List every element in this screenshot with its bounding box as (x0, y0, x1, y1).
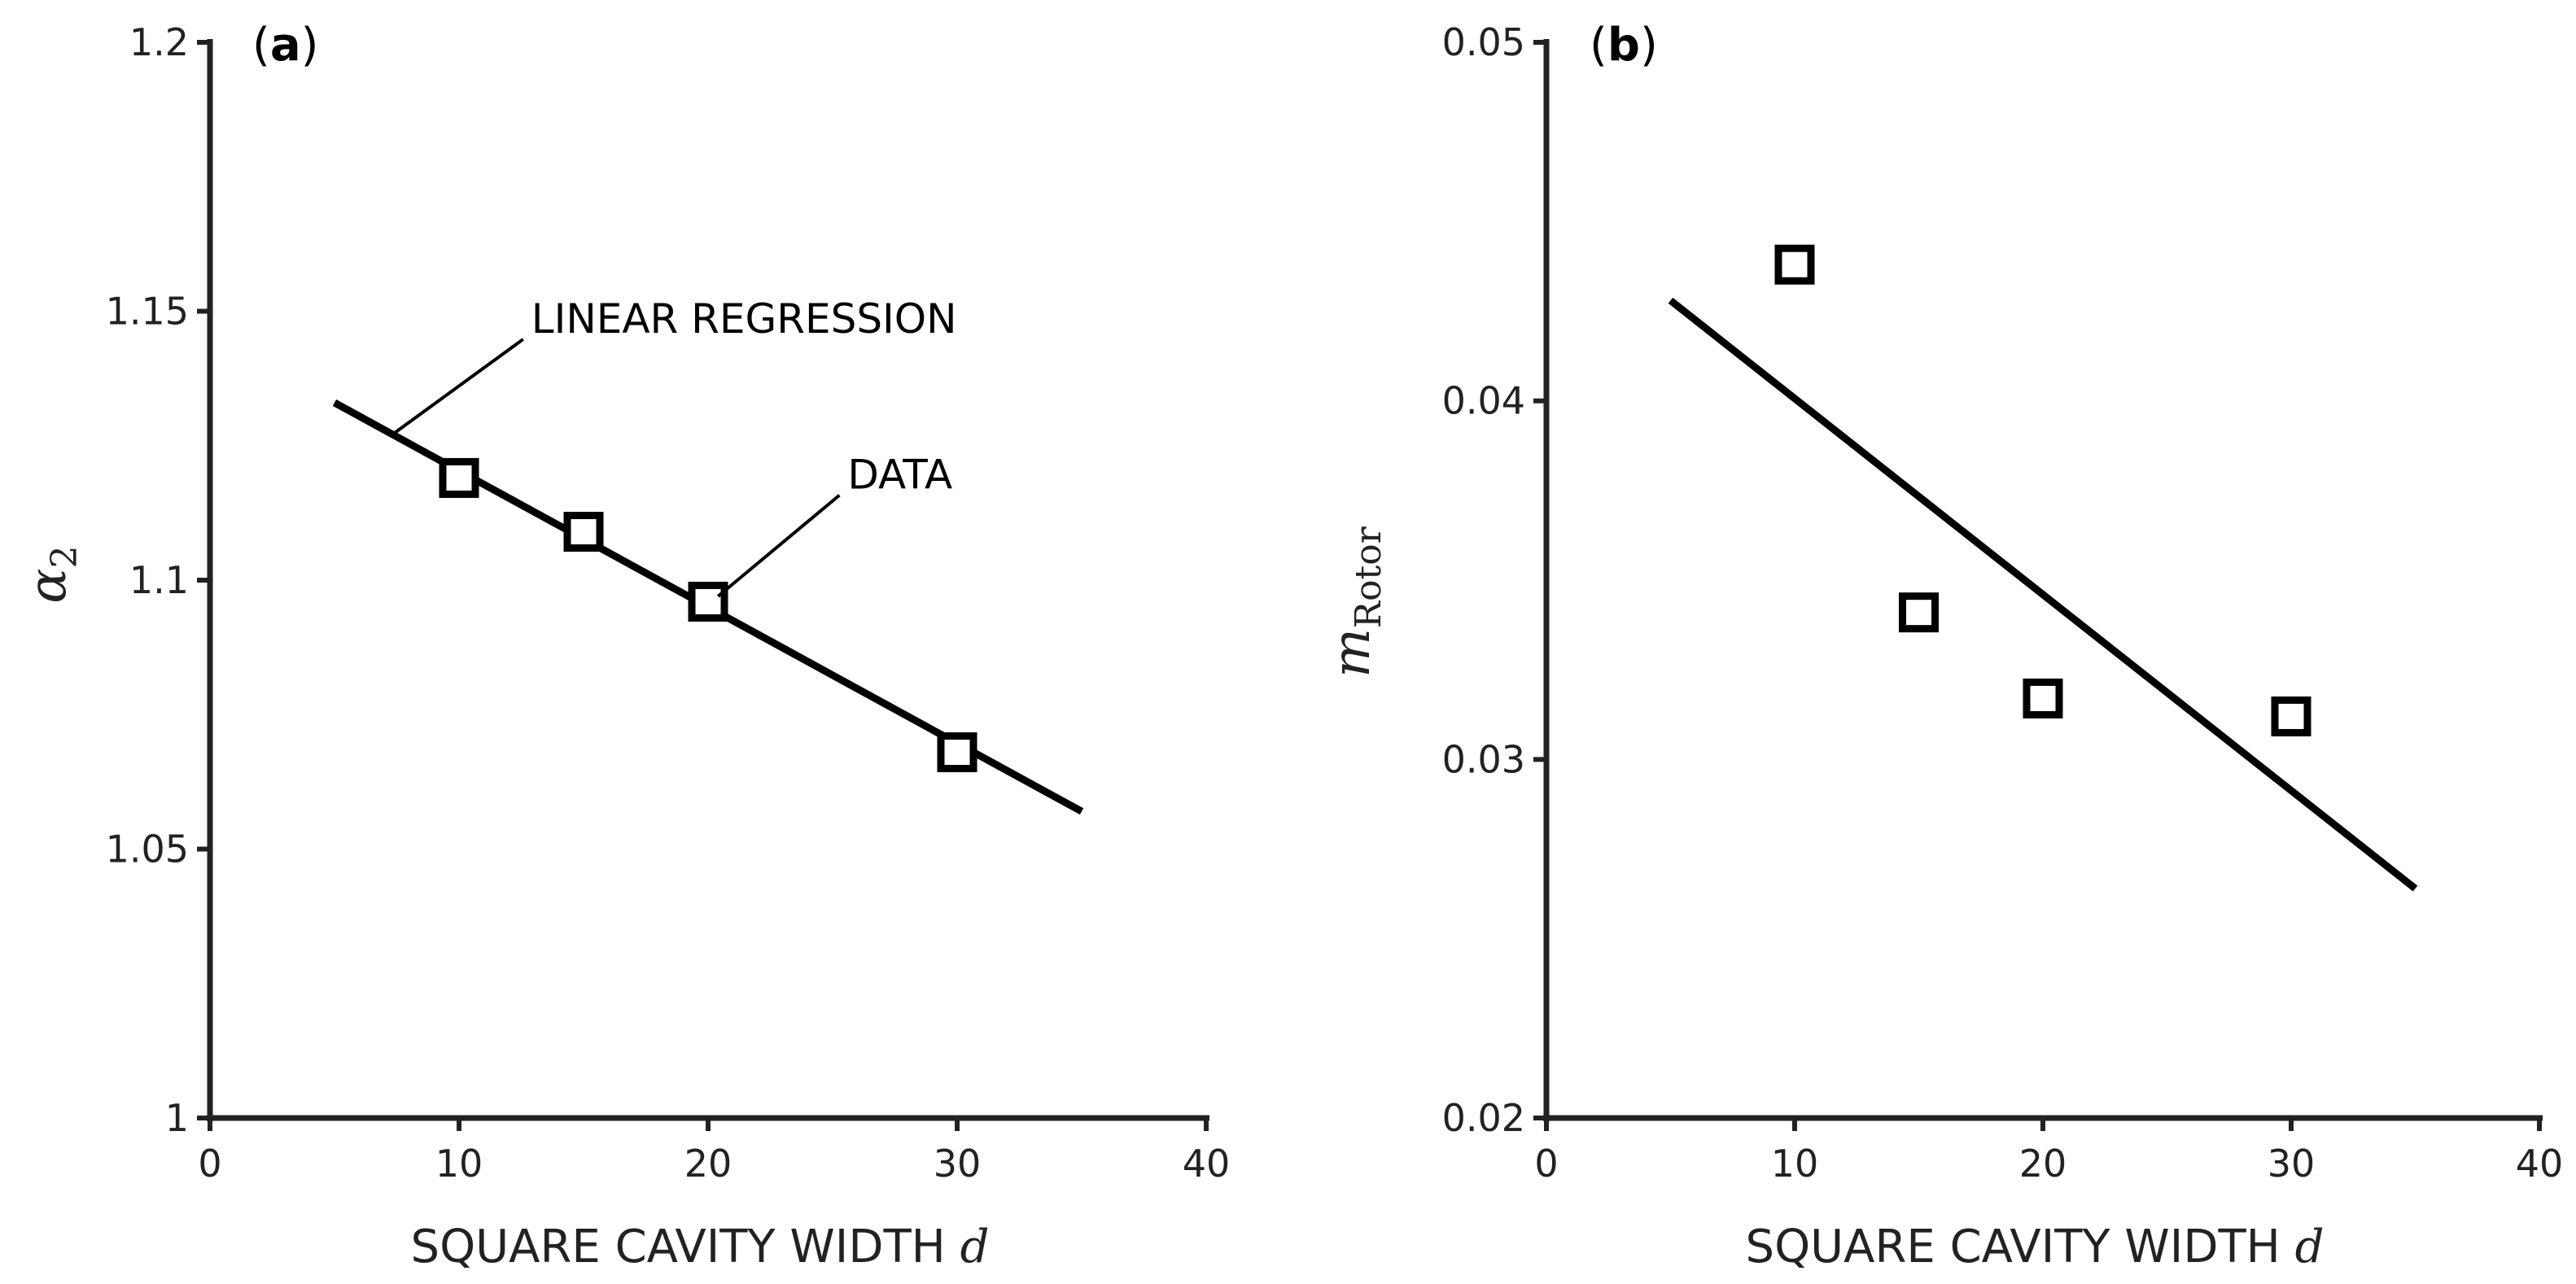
panel-a-y-tick-label: 1.05 (106, 828, 189, 871)
panel-b-letter: b (1607, 19, 1640, 72)
panel-b-x-tick-label: 40 (2516, 1142, 2564, 1186)
panel-a-x-axis-title: SQUARE CAVITY WIDTH d (411, 1221, 990, 1273)
panel-b-y-subscript: Rotor (1348, 526, 1389, 628)
panel-a-annotation-leader (716, 494, 841, 598)
panel-a-y-tick-label: 1.1 (129, 558, 189, 602)
panel-a-data-point (937, 732, 977, 773)
panel-b-data-point (1899, 592, 1939, 633)
panel-a-y-tick-label: 1 (165, 1096, 189, 1140)
panel-a-label: (a) (252, 19, 319, 72)
panel-b-label: (b) (1590, 19, 1658, 72)
panel-a-x-tick-label: 20 (684, 1142, 733, 1186)
panel-b-x-variable: d (2295, 1221, 2325, 1273)
panel-a-x-tick-label: 0 (198, 1142, 221, 1186)
panel-a-x-tick-label: 10 (435, 1142, 483, 1186)
panel-a-x-variable: d (960, 1221, 990, 1273)
panel-b-x-tick-label: 0 (1534, 1142, 1558, 1186)
panel-a-x-tick-label: 30 (934, 1142, 982, 1186)
panel-a-data-point (563, 512, 604, 552)
panel-a-annotation-label: DATA (847, 452, 952, 499)
panel-b-regression-line (1668, 297, 2418, 892)
panel-b-y-tick-label: 0.02 (1442, 1096, 1525, 1140)
panel-a-letter: a (270, 19, 301, 72)
panel-b-x-tick-label: 10 (1771, 1142, 1819, 1186)
panel-b-x-axis-label: SQUARE CAVITY WIDTH (1746, 1221, 2281, 1273)
panel-b-y-tick-label: 0.05 (1442, 20, 1525, 64)
panel-a-data-point (439, 457, 479, 498)
panel-a-y-tick-label: 1.2 (129, 20, 189, 64)
panel-a-data-point (688, 581, 728, 622)
panel-b-data-point (2023, 678, 2063, 718)
panel-b-y-tick-label: 0.04 (1442, 379, 1525, 423)
panel-a: (a) SQUARE CAVITY WIDTH d α2 0 10 20 30 40 1 1… (18, 19, 1230, 1273)
panel-b-data-point (2271, 696, 2311, 736)
panel-b: (b) SQUARE CAVITY WIDTH d mRotor 0 10 20 30… (1322, 19, 2563, 1273)
panel-a-y-subscript: 2 (44, 545, 85, 568)
panel-a-x-tick-label: 40 (1183, 1142, 1231, 1186)
panel-b-x-tick-label: 30 (2268, 1142, 2316, 1186)
panel-a-y-tick-label: 1.15 (106, 290, 189, 334)
panel-b-x-axis-title: SQUARE CAVITY WIDTH d (1746, 1221, 2325, 1273)
panel-a-annotation-leader (391, 338, 524, 437)
panel-a-x-axis-label: SQUARE CAVITY WIDTH (411, 1221, 946, 1273)
panel-b-y-tick-label: 0.03 (1442, 737, 1525, 781)
panel-b-y-symbol: m (1322, 628, 1382, 678)
panel-b-y-axis-title: mRotor (1322, 526, 1389, 677)
panel-a-y-axis-title: α2 (18, 545, 85, 603)
panel-a-annotation-label: LINEAR REGRESSION (531, 295, 957, 343)
panel-b-data-point (1774, 244, 1815, 285)
panel-a-y-symbol: α (18, 568, 78, 603)
panel-b-x-tick-label: 20 (2019, 1142, 2067, 1186)
